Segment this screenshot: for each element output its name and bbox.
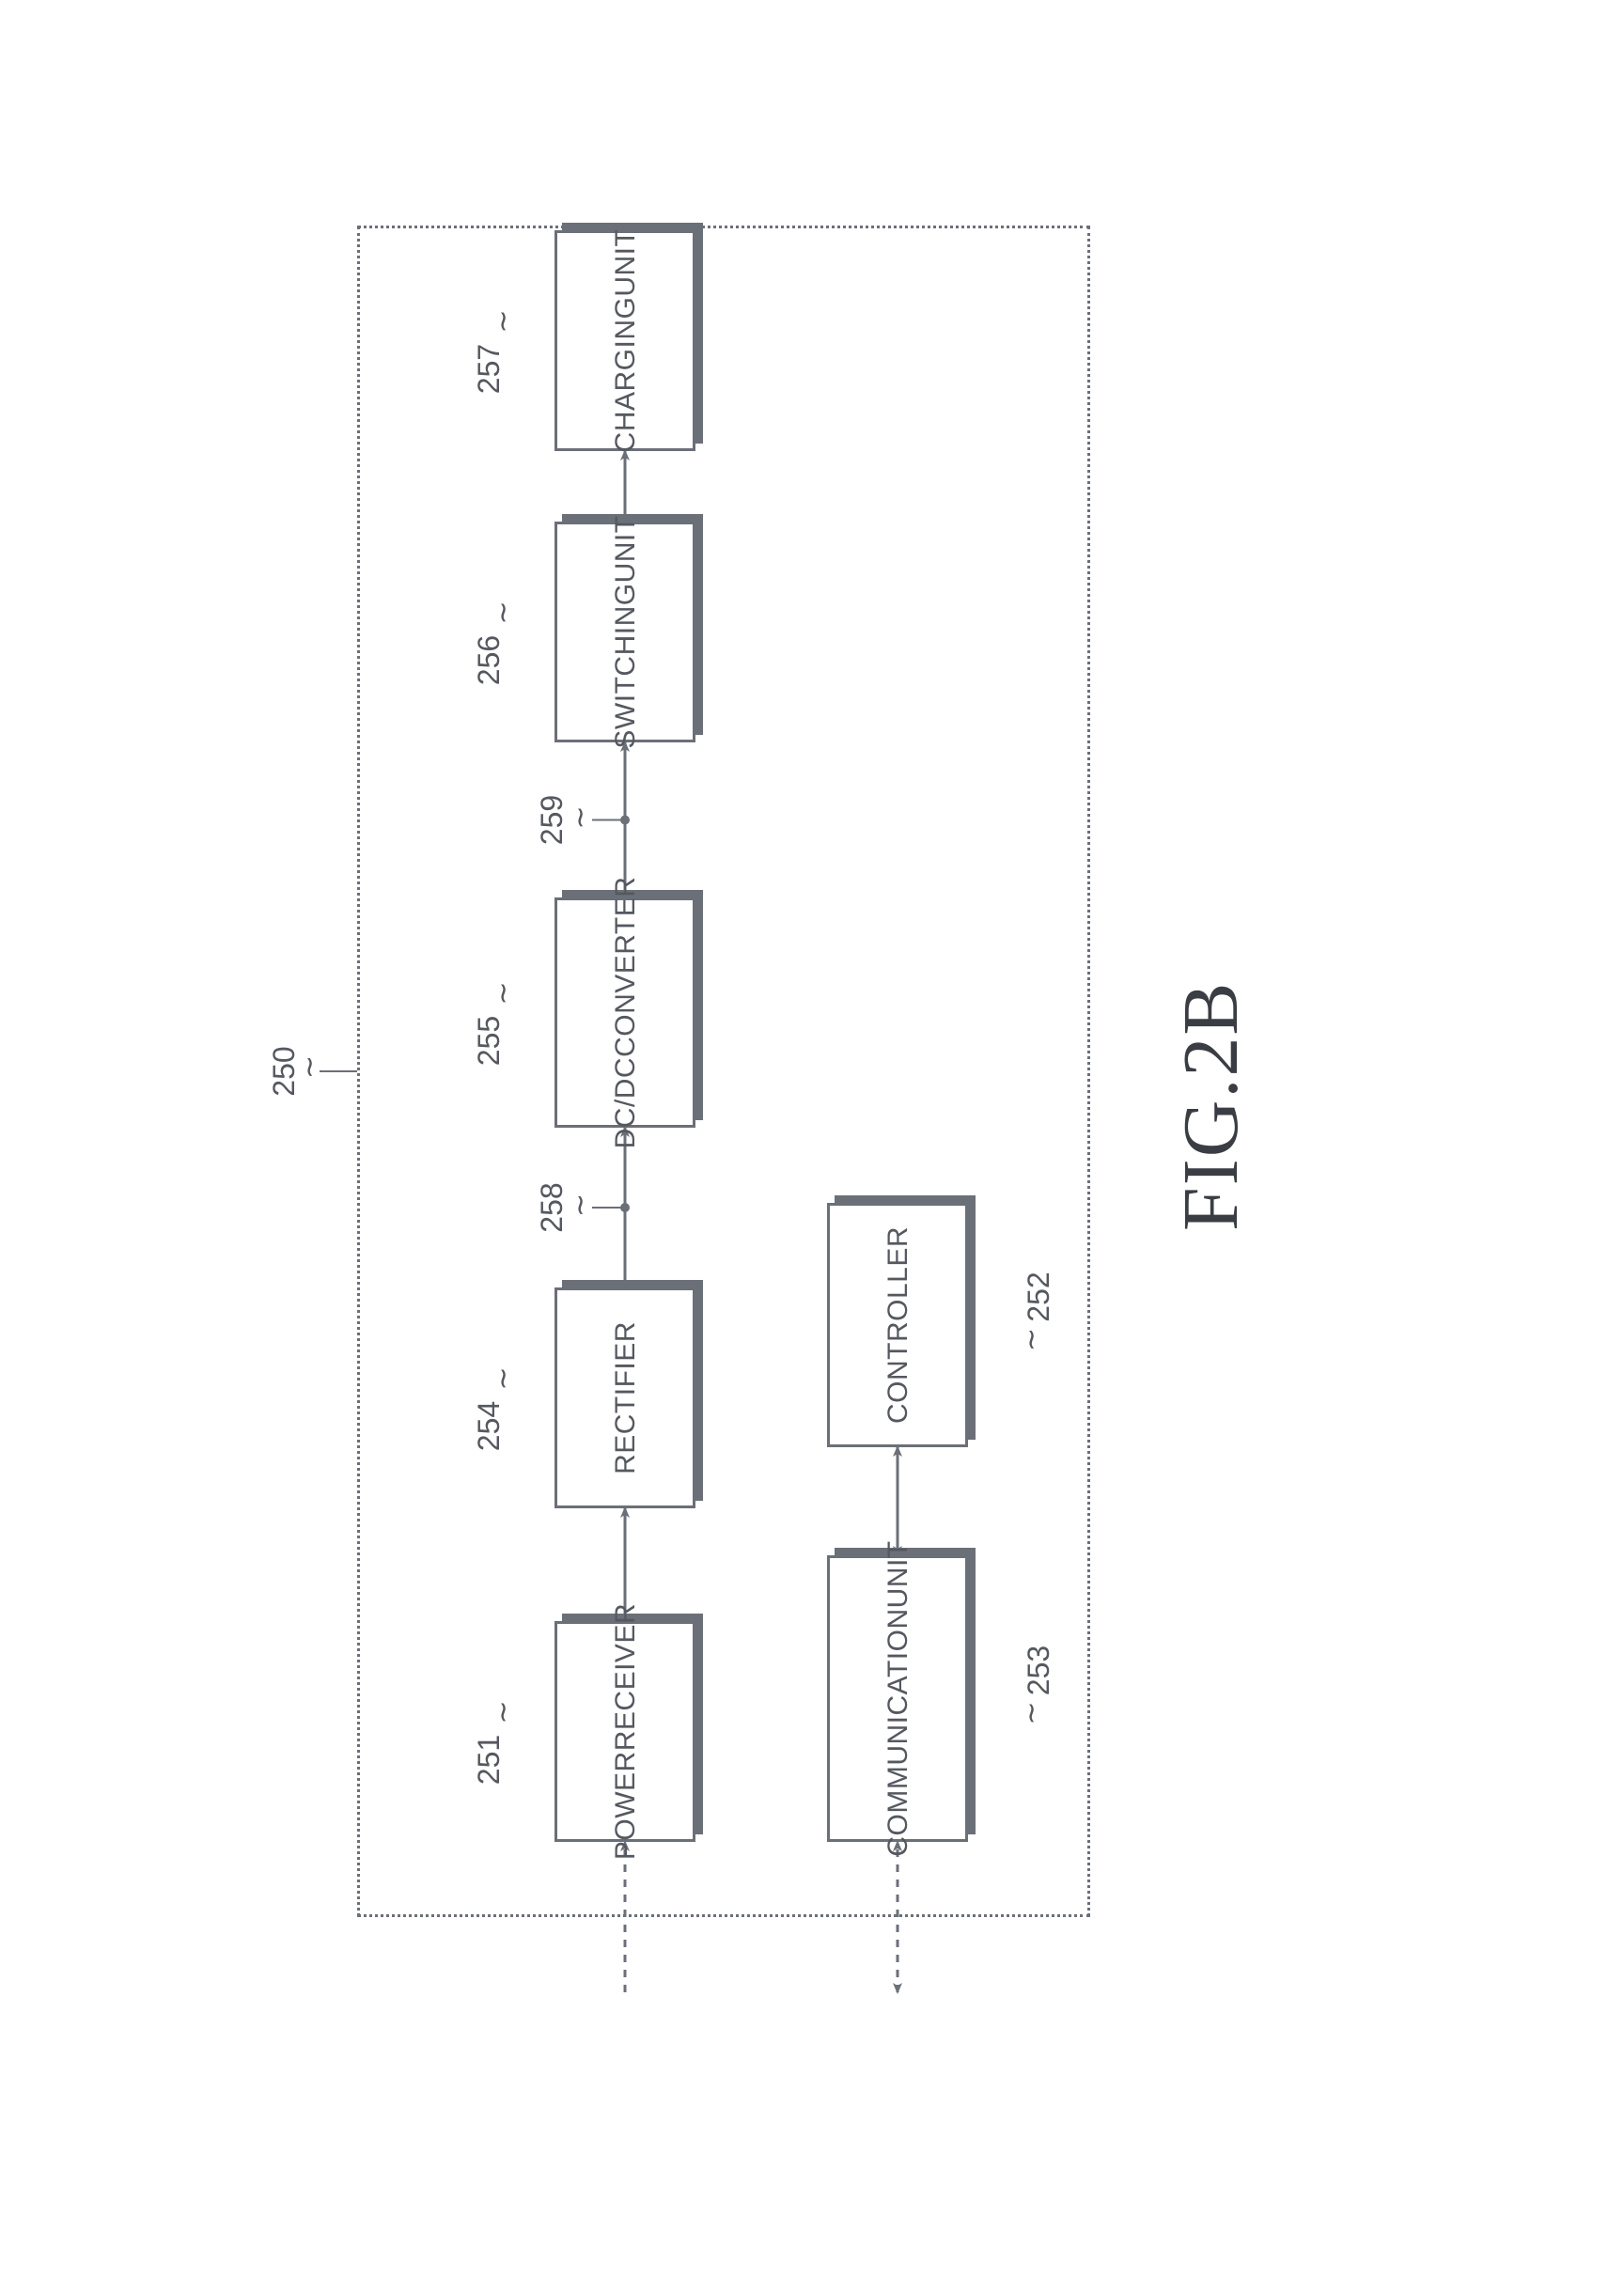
comm-block: COMMUNICATIONUNIT <box>827 1555 968 1842</box>
charging-block: CHARGINGUNIT <box>554 230 695 451</box>
tilde-252: ∼ <box>1015 1328 1048 1351</box>
ref-258: 258 <box>535 1175 570 1240</box>
tilde-253: ∼ <box>1015 1701 1048 1724</box>
switching-block: SWITCHINGUNIT <box>554 522 695 742</box>
comm-label: COMMUNICATIONUNIT <box>827 1555 968 1842</box>
rectifier-block: RECTIFIER <box>554 1287 695 1508</box>
rectifier-label: RECTIFIER <box>554 1287 695 1508</box>
ref-259: 259 <box>535 788 570 853</box>
dcdc-label: DC/DCCONVERTER <box>554 897 695 1128</box>
switching-label: SWITCHINGUNIT <box>554 522 695 742</box>
canvas: POWERRECEIVER RECTIFIER DC/DCCONVERTER SWIT… <box>0 0 1624 2293</box>
controller-label: CONTROLLER <box>827 1203 968 1447</box>
ref-255: 255 <box>472 1008 507 1074</box>
figure-caption: FIG.2B <box>1165 981 1257 1231</box>
ref-254: 254 <box>472 1394 507 1459</box>
tilde-256: ∼ <box>487 601 520 624</box>
tilde-251: ∼ <box>487 1700 520 1724</box>
controller-block: CONTROLLER <box>827 1203 968 1447</box>
ref-251: 251 <box>472 1727 507 1793</box>
ref-256: 256 <box>472 628 507 694</box>
tilde-255: ∼ <box>487 981 520 1005</box>
wires-svg <box>244 132 1278 2030</box>
ref-257: 257 <box>472 336 507 402</box>
charging-label: CHARGINGUNIT <box>554 230 695 451</box>
power-label: POWERRECEIVER <box>554 1621 695 1842</box>
power-block: POWERRECEIVER <box>554 1621 695 1842</box>
rotated-layout: POWERRECEIVER RECTIFIER DC/DCCONVERTER SWIT… <box>244 132 1278 2030</box>
ref-253: 253 <box>1022 1638 1056 1704</box>
tilde-257: ∼ <box>487 309 520 333</box>
tilde-254: ∼ <box>487 1366 520 1390</box>
ref-252: 252 <box>1022 1264 1056 1330</box>
ref-250: 250 <box>267 1038 302 1104</box>
dcdc-block: DC/DCCONVERTER <box>554 897 695 1128</box>
